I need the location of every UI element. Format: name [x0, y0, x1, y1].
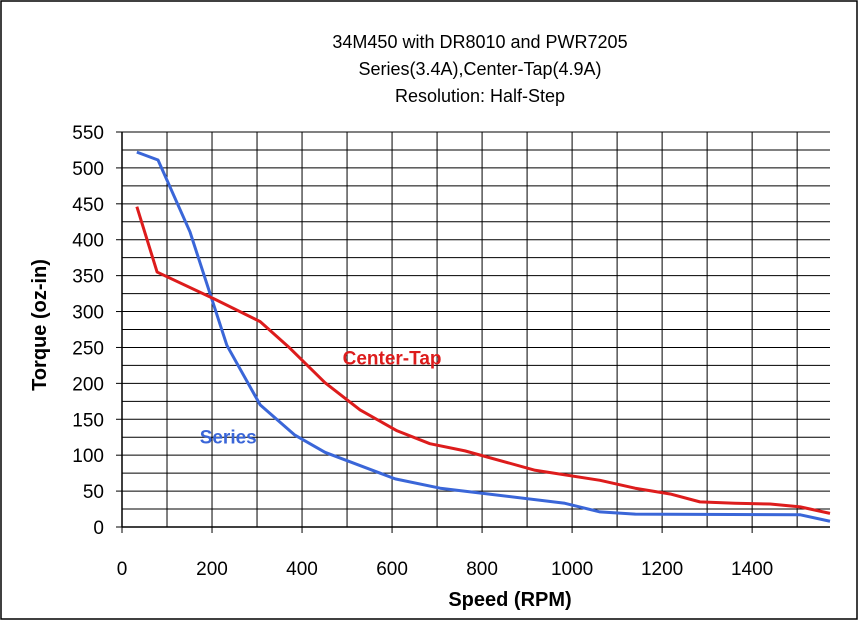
x-tick-label: 1000	[551, 559, 593, 580]
x-tick-label: 400	[286, 559, 318, 580]
line	[135, 206, 831, 515]
x-tick-label: 1400	[731, 559, 773, 580]
y-tick-label: 350	[72, 267, 104, 288]
y-tick-label: 400	[72, 231, 104, 252]
x-axis-label: Speed (RPM)	[448, 589, 571, 611]
y-tick-label: 100	[72, 446, 104, 467]
y-tick-label: 300	[72, 303, 104, 324]
series-label: Center-Tap	[343, 349, 442, 370]
chart-title: Series(3.4A),Center-Tap(4.9A)	[358, 59, 601, 79]
x-tick-label: 600	[376, 559, 408, 580]
chart-title: Resolution: Half-Step	[395, 86, 565, 106]
x-tick-label: 800	[466, 559, 498, 580]
y-tick-label: 150	[72, 410, 104, 431]
y-tick-label: 500	[72, 159, 104, 180]
y-tick-label: 250	[72, 338, 104, 359]
y-tick-label: 450	[72, 195, 104, 216]
y-tick-label: 50	[83, 482, 104, 503]
y-tick-label: 0	[93, 518, 104, 539]
chart-title: 34M450 with DR8010 and PWR7205	[332, 32, 627, 52]
x-tick-label: 1200	[641, 559, 683, 580]
x-tick-label: 200	[196, 559, 228, 580]
y-axis-label: Torque (oz-in)	[29, 259, 51, 391]
y-tick-label: 550	[72, 123, 104, 144]
line	[136, 150, 831, 523]
x-tick-label: 0	[117, 559, 128, 580]
series-label: Series	[200, 428, 257, 449]
y-tick-label: 200	[72, 374, 104, 395]
